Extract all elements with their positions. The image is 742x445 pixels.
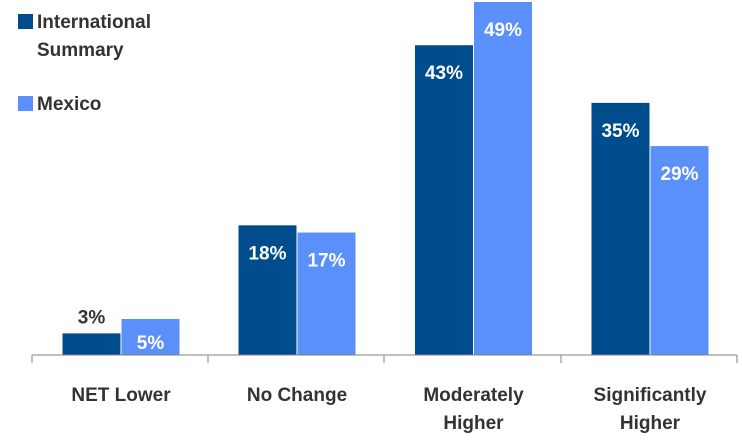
data-label-1-0: 5%: [137, 333, 165, 354]
x-tick-label-2-1: Higher: [443, 413, 504, 434]
x-tick-label-3-0: Significantly: [594, 385, 707, 406]
bar-0-2: [415, 45, 473, 356]
data-label-0-2: 43%: [425, 63, 463, 84]
legend-swatch-1: [18, 96, 33, 111]
x-tick-label-0-0: NET Lower: [71, 385, 171, 406]
data-label-1-3: 29%: [660, 164, 698, 185]
x-tick-label-1-0: No Change: [247, 385, 347, 406]
legend-label-0-1: Summary: [37, 40, 124, 61]
x-tick-label-2-0: Moderately: [423, 385, 524, 406]
bar-1-2: [474, 2, 532, 355]
bar-0-0: [62, 333, 121, 355]
x-tick-labels: NET Lower No Change Moderately Higher Signif…: [71, 385, 707, 434]
data-label-0-1: 18%: [248, 243, 286, 264]
bar-0-3: [591, 102, 650, 355]
bar-1-3: [650, 146, 709, 355]
legend-label-1-0: Mexico: [37, 94, 101, 115]
x-tick-label-3-1: Higher: [620, 413, 681, 434]
bars: [62, 2, 709, 356]
bar-0-1: [238, 225, 297, 355]
data-label-1-2: 49%: [484, 20, 522, 41]
legend-label-0-0: International: [37, 12, 151, 33]
data-labels: 3% 5% 18% 17% 43% 49% 35% 29%: [78, 20, 699, 354]
data-label-0-3: 35%: [601, 121, 639, 142]
legend-swatch-0: [18, 14, 33, 29]
data-label-1-1: 17%: [307, 251, 345, 272]
bar-1-0: [121, 318, 180, 355]
bar-1-1: [297, 232, 356, 355]
x-axis: [31, 354, 738, 363]
legend: International Summary Mexico: [18, 12, 151, 115]
data-label-0-0: 3%: [78, 307, 106, 328]
